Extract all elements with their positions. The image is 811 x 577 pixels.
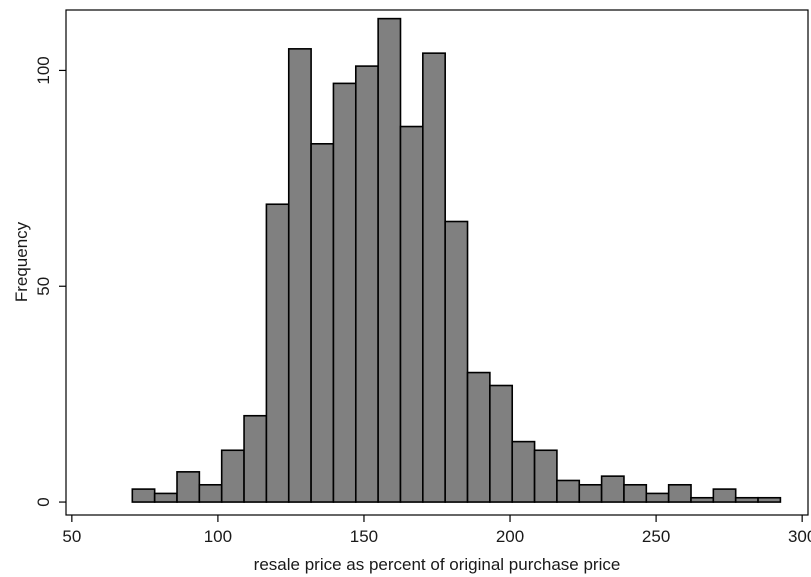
histogram-bar (176, 471, 201, 503)
y-axis-title: Frequency (12, 221, 31, 302)
histogram-bar (556, 479, 581, 503)
y-axis: 0 50 100 (34, 56, 66, 507)
y-tick-label: 100 (34, 56, 53, 84)
histogram-bar (310, 143, 335, 503)
histogram-bar (243, 414, 268, 503)
x-axis: 50 100 150 200 250 300 (62, 515, 811, 546)
histogram-bar (287, 48, 312, 503)
histogram-bar (332, 82, 357, 503)
histogram-bar (667, 483, 692, 503)
histogram-bar (444, 220, 469, 503)
histogram-bar (220, 449, 245, 503)
histogram-bar (757, 496, 782, 503)
histogram-bar (265, 203, 290, 503)
y-tick-label: 50 (34, 277, 53, 296)
histogram-bar (578, 483, 603, 503)
histogram-bar (600, 475, 625, 503)
histogram-bar (377, 17, 402, 503)
histogram-bar (422, 52, 446, 503)
x-axis-title: resale price as percent of original purc… (254, 555, 621, 574)
histogram-bar (511, 440, 536, 503)
x-tick-label: 100 (204, 527, 232, 546)
histogram-bar (399, 125, 424, 503)
histogram-bar (712, 488, 737, 503)
x-tick-label: 300 (788, 527, 811, 546)
histogram-bar (533, 449, 558, 503)
histogram-bar (131, 488, 156, 503)
histogram-bar (153, 492, 178, 503)
histogram-bar (623, 483, 648, 503)
histogram-bar (198, 483, 223, 503)
bars-layer (131, 17, 782, 503)
y-tick-label: 0 (34, 497, 53, 506)
histogram-bar (734, 496, 759, 503)
x-tick-label: 250 (642, 527, 670, 546)
x-tick-label: 50 (62, 527, 81, 546)
x-tick-label: 150 (350, 527, 378, 546)
histogram-bar (645, 492, 670, 503)
histogram-bar (354, 65, 379, 503)
histogram-bar (466, 371, 491, 503)
plot-frame (65, 9, 809, 516)
histogram-bar (489, 384, 514, 503)
histogram-bar (690, 496, 715, 503)
x-tick-label: 200 (496, 527, 524, 546)
